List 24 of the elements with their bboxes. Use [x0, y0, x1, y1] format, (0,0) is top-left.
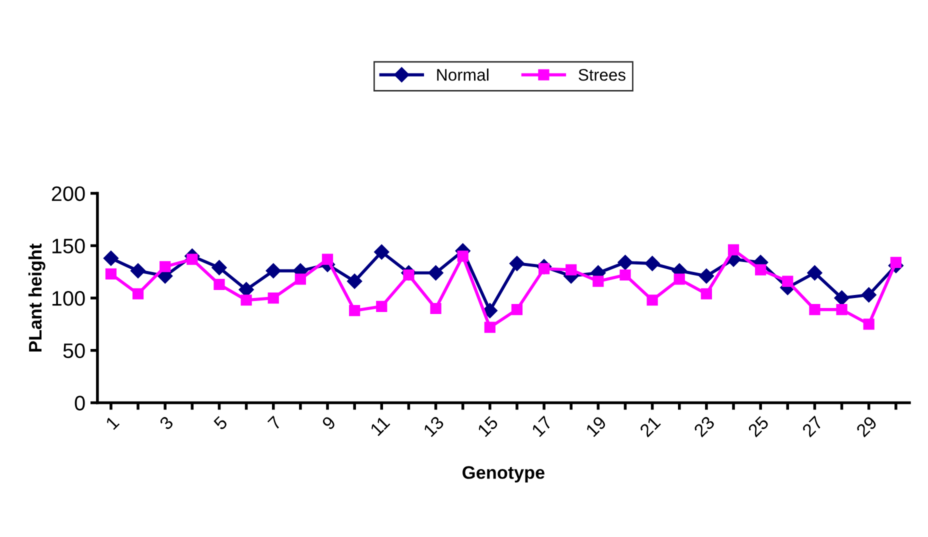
x-tick-label: 3 [158, 415, 174, 431]
y-axis-title: PLant height [28, 244, 46, 352]
x-tick-label: 27 [801, 416, 824, 438]
x-tick-label: 1 [105, 416, 120, 430]
x-tick-label: 11 [370, 416, 390, 436]
y-tick-label: 150 [52, 238, 85, 254]
x-tick-label: 15 [477, 416, 499, 438]
y-tick-label: 50 [63, 343, 85, 358]
y-tick-label: 0 [74, 396, 85, 411]
x-tick-label: 9 [321, 415, 336, 430]
x-tick-label: 23 [693, 415, 716, 438]
x-axis-title: Genotype [462, 466, 544, 482]
y-tick-label: 100 [52, 291, 85, 306]
y-tick-label: 200 [52, 186, 85, 202]
x-tick-label: 5 [213, 416, 228, 431]
x-tick-label: 21 [639, 416, 661, 438]
x-tick-label: 17 [531, 416, 553, 438]
x-tick-label: 7 [267, 416, 282, 430]
x-tick-label: 25 [747, 415, 770, 438]
x-tick-label: 19 [585, 415, 607, 438]
legend-label: Normal [437, 68, 488, 81]
legend-label: Strees [578, 68, 626, 81]
x-tick-label: 13 [422, 415, 445, 438]
x-tick-label: 29 [856, 415, 878, 438]
